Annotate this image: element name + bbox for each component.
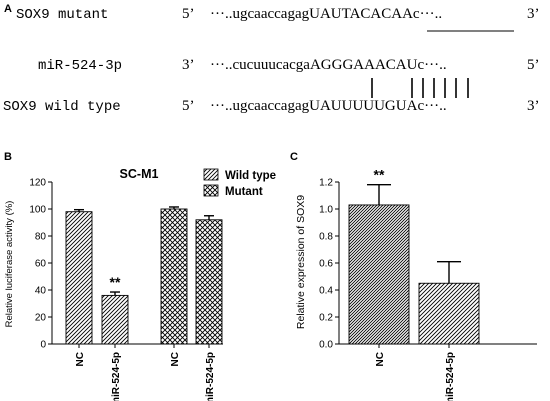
panel-c-label: C xyxy=(290,151,298,163)
leading-dots: ···.. xyxy=(210,98,233,114)
x-category-label: miR-524-5p xyxy=(205,352,216,401)
mutant-sequence: ···..ugcaaccagagUAUTACACAAc···.. xyxy=(210,6,442,22)
y-tick-label: 0.0 xyxy=(319,340,333,351)
three-prime-end: 3’ xyxy=(182,57,195,73)
uppercase-seq: UAU xyxy=(309,6,342,22)
lowercase-seq: cucuuucacga xyxy=(233,57,311,73)
bar xyxy=(101,294,129,345)
panel-a: A SOX9 mutant 5’ ···..ugcaaccagagUAUTACA… xyxy=(3,3,540,115)
y-tick-label: 0 xyxy=(40,340,46,351)
three-prime-end: 3’ xyxy=(527,98,540,114)
legend-swatch-wild-type xyxy=(203,168,219,181)
mir-524-3p-row: miR-524-3p 3’ ···..cucuuucacgaAGGGAAACAU… xyxy=(38,57,540,74)
trailing-dots: ···.. xyxy=(424,57,447,73)
x-category-label: NC xyxy=(170,352,181,366)
mutated-site: TACACAA xyxy=(342,6,413,22)
tail-lowercase: c xyxy=(417,57,424,73)
sox9-wild-type-row: SOX9 wild type 5’ ···..ugcaaccagagUAUUUU… xyxy=(3,98,540,115)
uppercase-seq: UAUUUUUGUA xyxy=(309,98,417,114)
x-axis-categories: NC miR-524-5p xyxy=(375,344,456,401)
bars: ** xyxy=(348,167,480,345)
y-tick-label: 0.4 xyxy=(319,286,333,297)
bar xyxy=(348,204,410,345)
y-tick-label: 1.2 xyxy=(319,178,333,189)
uppercase-seq: AGGGAAACAU xyxy=(310,57,418,73)
y-tick-label: 20 xyxy=(35,313,47,324)
sox9-mutant-row: SOX9 mutant 5’ ···..ugcaaccagagUAUTACACA… xyxy=(16,6,540,32)
lowercase-seq: ugcaaccagag xyxy=(233,98,310,114)
y-tick-label: 60 xyxy=(35,259,47,270)
x-category-label: miR-524-5p xyxy=(111,352,122,401)
y-tick-label: 40 xyxy=(35,286,47,297)
base-pairing-lines xyxy=(371,78,469,98)
lowercase-seq: ugcaaccagag xyxy=(233,6,310,22)
x-axis-categories: NC miR-524-5p NC miR-524-5p xyxy=(75,344,216,401)
bar xyxy=(65,211,93,345)
x-category-label: miR-524-5p xyxy=(445,352,456,401)
panel-b-label: B xyxy=(4,151,12,163)
legend: Wild type Mutant xyxy=(203,168,276,198)
legend-mutant: Mutant xyxy=(225,186,263,198)
legend-swatch-mutant xyxy=(203,184,219,197)
bar xyxy=(160,208,188,345)
y-axis-label: Relative luciferase activity (%) xyxy=(4,201,15,328)
panel-a-label: A xyxy=(4,3,12,15)
y-tick-label: 1.0 xyxy=(319,205,333,216)
three-prime-end: 3’ xyxy=(527,6,540,22)
mirna-sequence: ···..cucuuucacgaAGGGAAACAUc···.. xyxy=(210,57,447,73)
leading-dots: ···.. xyxy=(210,57,233,73)
y-tick-label: 80 xyxy=(35,232,47,243)
five-prime-end: 5’ xyxy=(527,57,540,73)
panel-b: B SC-M1 Relative luciferase activity (%)… xyxy=(4,151,276,401)
x-category-label: NC xyxy=(375,352,386,366)
x-category-label: NC xyxy=(75,352,86,366)
tail-lowercase: c xyxy=(417,98,424,114)
five-prime-end: 5’ xyxy=(182,6,195,22)
y-axis-label: Relative expression of SOX9 xyxy=(295,195,307,329)
legend-wild-type: Wild type xyxy=(225,170,276,182)
y-tick-label: 0.6 xyxy=(319,259,333,270)
y-tick-label: 100 xyxy=(29,205,46,216)
trailing-dots: ···.. xyxy=(424,98,447,114)
wild-type-sequence: ···..ugcaaccagagUAUUUUUGUAc···.. xyxy=(210,98,447,114)
y-tick-label: 0.2 xyxy=(319,313,333,324)
row-name-mir-524-3p: miR-524-3p xyxy=(38,58,122,74)
bar xyxy=(195,219,223,345)
bars: ** xyxy=(65,206,223,345)
trailing-dots: ···.. xyxy=(420,6,443,22)
row-name-sox9-wild-type: SOX9 wild type xyxy=(3,99,121,115)
five-prime-end: 5’ xyxy=(182,98,195,114)
bar xyxy=(418,282,480,345)
leading-dots: ···.. xyxy=(210,6,233,22)
panel-c: C Relative expression of SOX9 0.0 0.2 0.4 0… xyxy=(290,151,537,401)
significance-marker: ** xyxy=(110,274,121,290)
significance-marker: ** xyxy=(374,167,385,183)
y-tick-label: 0.8 xyxy=(319,232,333,243)
chart-title: SC-M1 xyxy=(120,167,159,181)
y-tick-label: 120 xyxy=(29,178,46,189)
row-name-sox9-mutant: SOX9 mutant xyxy=(16,7,108,23)
tail-lowercase: c xyxy=(413,6,420,22)
